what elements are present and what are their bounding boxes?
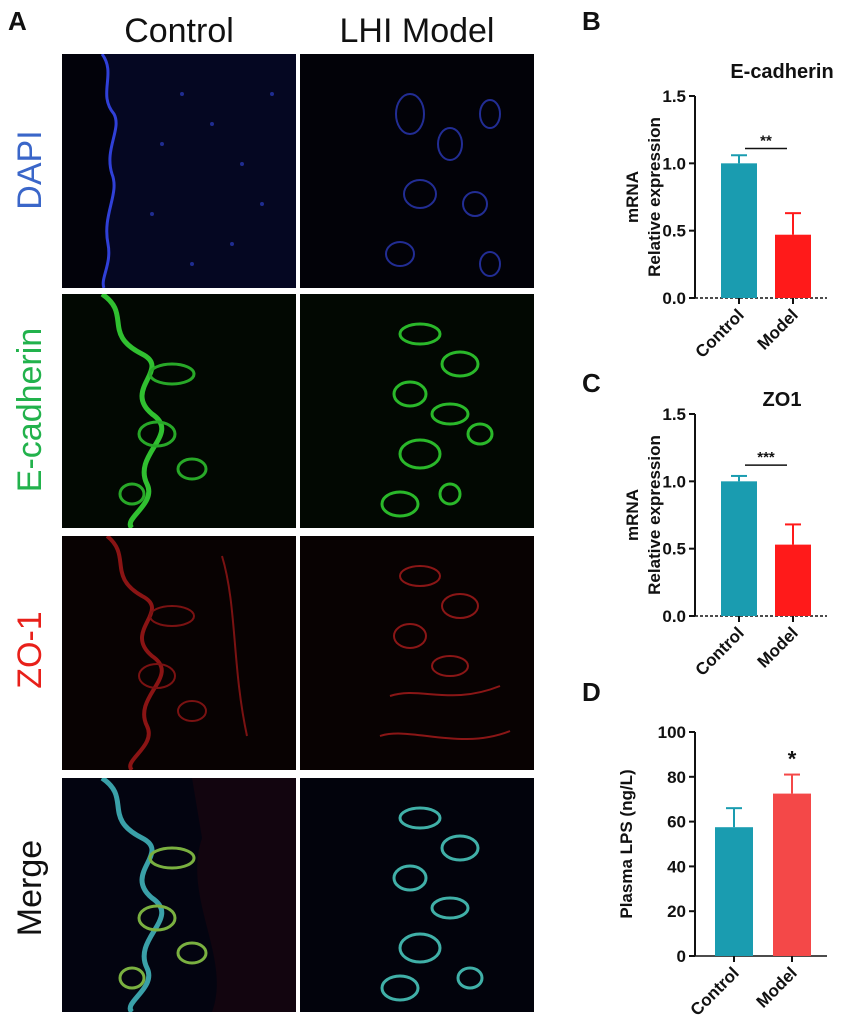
row-label-dapi: DAPI: [11, 130, 49, 210]
x-tick-label-model: Model: [754, 305, 802, 353]
micrograph-dapi-lhi-model: [300, 54, 534, 288]
y-axis-label-line2: Relative expression: [645, 435, 664, 595]
y-tick-label: 1.0: [662, 154, 686, 173]
chart-plasma-lps: Plasma LPS (ng/L) 0 20 40 60 80 100 Control Mode…: [617, 723, 827, 1020]
significance-marker: ***: [757, 449, 775, 466]
y-tick-label: 80: [667, 768, 686, 787]
panel-label-b: B: [582, 6, 601, 36]
micrograph-zo-1-lhi-model: [300, 536, 534, 770]
bar-model: [775, 234, 811, 298]
y-tick-label: 1.0: [662, 472, 686, 491]
micrograph-dapi-control: [62, 54, 296, 288]
bar-control: [721, 163, 757, 298]
y-axis-label-line2: Relative expression: [645, 117, 664, 277]
micrograph-merge-control: [62, 778, 296, 1012]
bar-model: [775, 544, 811, 616]
column-header-control: Control: [124, 12, 234, 50]
chart-zo1: ZO1 mRNA Relative expression 0.0 0.5 1.0 1.5 Co…: [623, 389, 827, 678]
micrograph-e-cadherin-control: [62, 294, 296, 528]
column-header-lhi-model: LHI Model: [339, 12, 495, 50]
y-tick-label: 60: [667, 813, 686, 832]
y-tick-label: 100: [658, 723, 686, 742]
chart-title: ZO1: [763, 389, 802, 411]
y-tick-label: 0.0: [662, 607, 686, 626]
x-tick-label-model: Model: [754, 623, 802, 671]
y-tick-label: 0.0: [662, 289, 686, 308]
panel-label-d: D: [582, 677, 601, 707]
y-tick-label: 0: [677, 947, 686, 966]
significance-marker: **: [760, 133, 772, 150]
bar-control: [721, 481, 757, 616]
row-label-zo-1: ZO-1: [11, 611, 49, 689]
significance-marker: *: [788, 747, 797, 772]
y-axis-label-line1: mRNA: [623, 171, 642, 223]
y-tick-label: 0.5: [662, 222, 686, 241]
micrograph-zo-1-control: [62, 536, 296, 770]
bar-control: [715, 827, 753, 956]
x-tick-label-model: Model: [753, 963, 801, 1011]
y-tick-label: 0.5: [662, 540, 686, 559]
panel-label-a: A: [8, 6, 27, 36]
y-tick-label: 20: [667, 902, 686, 921]
micrograph-merge-lhi-model: [300, 778, 534, 1012]
chart-title: E-cadherin: [730, 61, 833, 83]
chart-e-cadherin: E-cadherin mRNA Relative expression 0.0 0.5 1…: [623, 61, 834, 360]
row-label-merge: Merge: [11, 839, 49, 937]
x-tick-label-control: Control: [692, 623, 748, 678]
panel-label-c: C: [582, 368, 601, 398]
y-axis-label-line2: Plasma LPS (ng/L): [617, 769, 636, 918]
row-label-e-cadherin: E-cadherin: [11, 327, 49, 493]
bar-model: [773, 793, 811, 956]
y-axis-label-line1: mRNA: [623, 489, 642, 541]
y-tick-label: 40: [667, 857, 686, 876]
y-tick-label: 1.5: [662, 87, 686, 106]
x-tick-label-control: Control: [687, 963, 743, 1019]
y-tick-label: 1.5: [662, 405, 686, 424]
x-tick-label-control: Control: [692, 305, 748, 360]
micrograph-e-cadherin-lhi-model: [300, 294, 534, 528]
